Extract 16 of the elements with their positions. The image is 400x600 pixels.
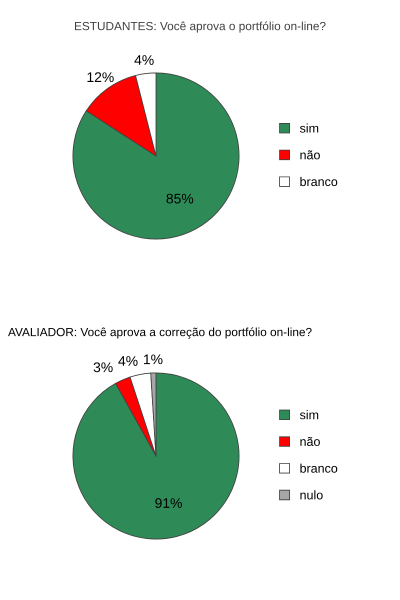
legend-label: sim	[300, 123, 318, 133]
data-label: 85%	[166, 194, 194, 204]
data-label: 12%	[87, 72, 114, 82]
data-label: 3%	[94, 362, 113, 372]
chart-title: AVALIADOR: Você aprova a correção do portfólio on-line?	[8, 327, 312, 339]
legend-label: branco	[300, 464, 338, 473]
legend-label: branco	[300, 176, 338, 186]
data-label: 4%	[134, 55, 154, 65]
legend-label: sim	[300, 410, 318, 420]
legend-label: não	[300, 436, 320, 446]
legend-label: nulo	[300, 490, 323, 500]
data-label: 4%	[118, 356, 138, 366]
data-label: 1%	[144, 354, 163, 364]
data-label: 91%	[155, 498, 182, 508]
chart-title: ESTUDANTES: Você aprova o portfólio on-line?	[74, 21, 326, 33]
legend-label: não	[300, 150, 320, 160]
